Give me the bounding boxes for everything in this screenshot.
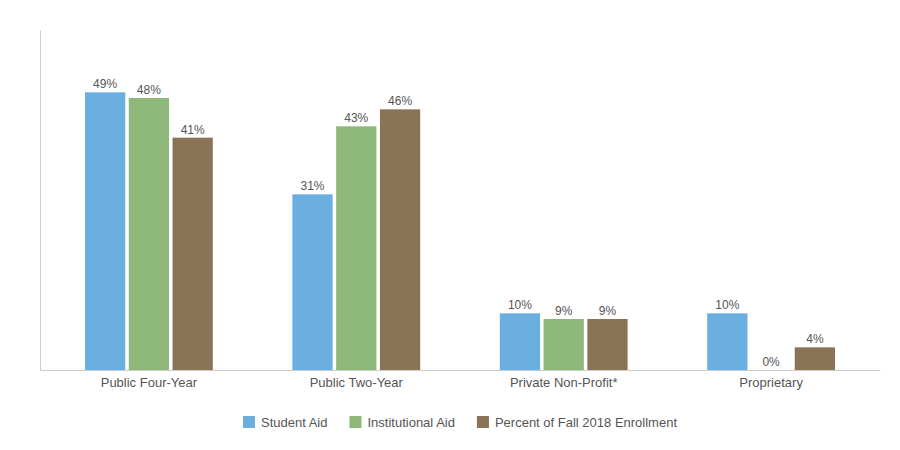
data-label: 48% <box>137 83 161 97</box>
x-tick-label: Private Non-Profit* <box>510 375 618 390</box>
bars <box>85 92 835 370</box>
bar <box>544 319 584 370</box>
chart: 49% 31% 10% 10% 48% 43% 9% 0% 41% 46% 9% 4% Public F… <box>0 0 900 450</box>
x-tick-label: Proprietary <box>739 375 803 390</box>
legend-label: Percent of Fall 2018 Enrollment <box>495 415 677 430</box>
plot: 49% 31% 10% 10% 48% 43% 9% 0% 41% 46% 9% 4% Public F… <box>41 31 881 391</box>
data-label: 41% <box>181 123 205 137</box>
bar <box>380 109 420 370</box>
legend-label: Student Aid <box>261 415 328 430</box>
data-label: 10% <box>508 298 532 312</box>
bar <box>292 194 332 370</box>
bar <box>795 347 835 370</box>
data-label: 10% <box>715 298 739 312</box>
x-axis-line <box>41 370 881 371</box>
bar-series <box>85 92 747 370</box>
x-tick: Public Two-Year <box>310 370 404 390</box>
legend-swatch <box>477 416 489 428</box>
legend-swatch <box>243 416 255 428</box>
x-tick: Proprietary <box>739 370 803 390</box>
data-label: 0% <box>762 355 780 369</box>
data-labels: 49% 31% 10% 10% 48% 43% 9% 0% 41% 46% 9% 4% <box>93 77 824 369</box>
data-label: 4% <box>806 332 824 346</box>
bar <box>707 313 747 370</box>
bar <box>751 370 791 371</box>
legend-item: Percent of Fall 2018 Enrollment <box>477 415 677 430</box>
legend-label: Institutional Aid <box>367 415 454 430</box>
bar <box>85 92 125 370</box>
y-axis <box>40 31 41 371</box>
legend: Student Aid Institutional Aid Percent of F… <box>243 415 677 430</box>
data-label: 43% <box>344 111 368 125</box>
bar-series <box>173 109 835 370</box>
legend-swatch <box>349 416 361 428</box>
x-axis: Public Four-Year Public Two-Year Private N… <box>41 370 881 390</box>
bar <box>587 319 627 370</box>
data-label: 46% <box>388 94 412 108</box>
x-tick: Private Non-Profit* <box>510 370 618 390</box>
bar <box>336 126 376 370</box>
x-tick-label: Public Two-Year <box>310 375 404 390</box>
x-tick: Public Four-Year <box>101 370 198 390</box>
data-label: 49% <box>93 77 117 91</box>
bar <box>173 138 213 370</box>
bar <box>129 98 169 370</box>
data-label: 31% <box>301 179 325 193</box>
x-tick-label: Public Four-Year <box>101 375 198 390</box>
y-axis-line <box>40 31 41 371</box>
legend-item: Student Aid <box>243 415 328 430</box>
bar-series <box>129 98 584 370</box>
data-label: 9% <box>599 304 617 318</box>
data-label: 9% <box>555 304 573 318</box>
bar <box>500 313 540 370</box>
legend-item: Institutional Aid <box>349 415 454 430</box>
